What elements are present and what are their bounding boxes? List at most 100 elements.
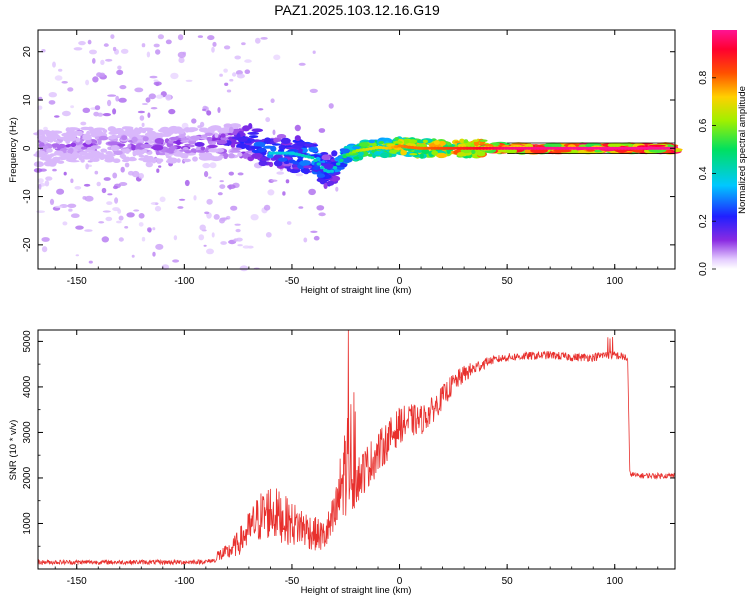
spectrogram-ridge-point [419,146,425,150]
spectrogram-ridge-point [287,151,292,155]
spectrogram-ridge-point [465,146,470,150]
spectrogram-band-blob [116,143,126,147]
spectrogram-band-blob [63,134,75,141]
spectrogram-band-blob [220,133,226,138]
spectrogram-band-blob [278,144,286,150]
spectrogram-band-blob [186,127,199,132]
spectrogram-noise-blob [230,205,238,211]
spectrogram-band-blob [108,153,116,157]
spectrogram-ridge-point [513,146,518,150]
spectrogram-band-blob [84,149,95,153]
spectrogram-band-blob [214,133,219,138]
spectrogram-noise-blob [294,124,301,132]
spectrogram-noise-blob [137,110,145,114]
spectrogram-band-blob [65,127,71,133]
spectrogram-band-blob [222,126,229,133]
spectrogram-ridge-point [484,146,489,150]
spectrogram-band-blob [278,157,288,162]
spectrogram-band-blob [309,146,317,152]
spectrogram-noise-blob [250,214,259,221]
spectrogram-noise-blob [124,226,129,229]
spectrogram-noise-blob [118,97,127,103]
spectrogram-ridge-point [436,146,441,150]
spectrogram-band-blob [138,154,145,158]
snr-x-tick-label: 50 [502,576,514,587]
spectrogram-ridge-point [471,146,476,150]
snr-background [38,330,675,569]
spectrogram-noise-blob [335,186,339,192]
spectrogram-noise-blob [73,47,83,51]
spectrogram-ridge-point [581,146,586,150]
spectrogram-noise-blob [102,210,111,213]
spectrogram-band-blob [472,139,479,142]
spectrogram-band-blob [208,148,220,153]
spectrogram-ridge-point [461,146,467,150]
spectrogram-band-blob [205,147,210,153]
spectrogram-noise-blob [82,107,91,114]
spectrogram-band-blob [436,153,448,158]
spectrogram-band-blob [141,149,148,153]
snr-x-label: Height of straight line (km) [301,585,412,596]
spectrogram-noise-blob [237,244,243,247]
spectrogram-noise-blob [84,195,94,202]
spectrogram-x-ticks: -150 -100 -50 0 50 100 [54,30,659,287]
spectrogram-band-blob [173,126,184,133]
spectrogram-noise-blob [208,176,212,179]
spectrogram-ridge-point [439,146,444,150]
spectrogram-noise-blob [85,79,90,86]
spectrogram-ridge-point [639,146,644,150]
spectrogram-ridge-point [423,146,428,150]
spectrogram-noise-blob [217,107,221,113]
spectrogram-band-blob [51,143,60,148]
spectrogram-noise-blob [37,178,44,184]
spectrogram-ridge-point [591,146,596,150]
spectrogram-ridge-point [455,146,460,150]
spectrogram-noise-blob [118,215,124,221]
spectrogram-band-blob [57,157,68,160]
spectrogram-band-blob [175,139,182,146]
spectrogram-band-blob [78,155,87,159]
spectrogram-band-blob [121,159,130,163]
spectrogram-noise-blob [37,105,43,110]
spectrogram-noise-blob [219,73,223,77]
spectrogram-ridge-point [584,146,589,150]
spectrogram-band-blob [184,150,192,154]
spectrogram-noise-blob [117,208,122,214]
spectrogram-band-blob [228,153,235,159]
spectrogram-ridge-point [616,146,622,150]
spectrogram-band-blob [47,135,55,142]
spectrogram-ridge-point [374,145,380,150]
spectrogram-noise-blob [75,225,84,230]
spectrogram-noise-blob [184,179,190,187]
spectrogram-noise-blob [211,46,215,53]
spectrogram-noise-blob [155,49,161,55]
spectrogram-band-blob [89,158,99,162]
spectrogram-noise-blob [212,41,217,47]
spectrogram-ridge-point [532,146,538,150]
spectrogram-noise-blob [203,244,207,247]
spectrogram-ridge-point [452,146,457,150]
spectrogram-band-blob [129,156,136,161]
spectrogram-ridge-point [526,146,531,150]
spectrogram-ridge-point [542,146,547,150]
spectrogram-band-blob [70,129,75,137]
spectrogram-band-blob [433,140,440,145]
spectrogram-ridge-point [552,146,557,150]
spectrogram-noise-blob [92,76,99,83]
spectrogram-ridge-point [491,146,496,150]
spectrogram-band-blob [237,137,248,142]
spectrogram-band-blob [81,146,87,150]
spectrogram-noise-blob [229,78,234,82]
spectrogram-ridge-point [636,146,641,150]
spectrogram-ridge-point [665,146,670,150]
spectrogram-noise-blob [89,49,97,55]
spectrogram-band-blob [107,135,117,140]
spectrogram-noise-blob [70,178,74,184]
spectrogram-x-label: Height of straight line (km) [301,285,412,296]
spectrogram-band-blob [394,137,400,141]
spectrogram-band-blob [62,153,73,158]
spectrogram-band-blob [283,161,290,164]
spectrogram-band-blob [446,149,451,155]
spectrogram-band-blob [454,141,461,144]
spectrogram-noise-blob [149,75,158,79]
